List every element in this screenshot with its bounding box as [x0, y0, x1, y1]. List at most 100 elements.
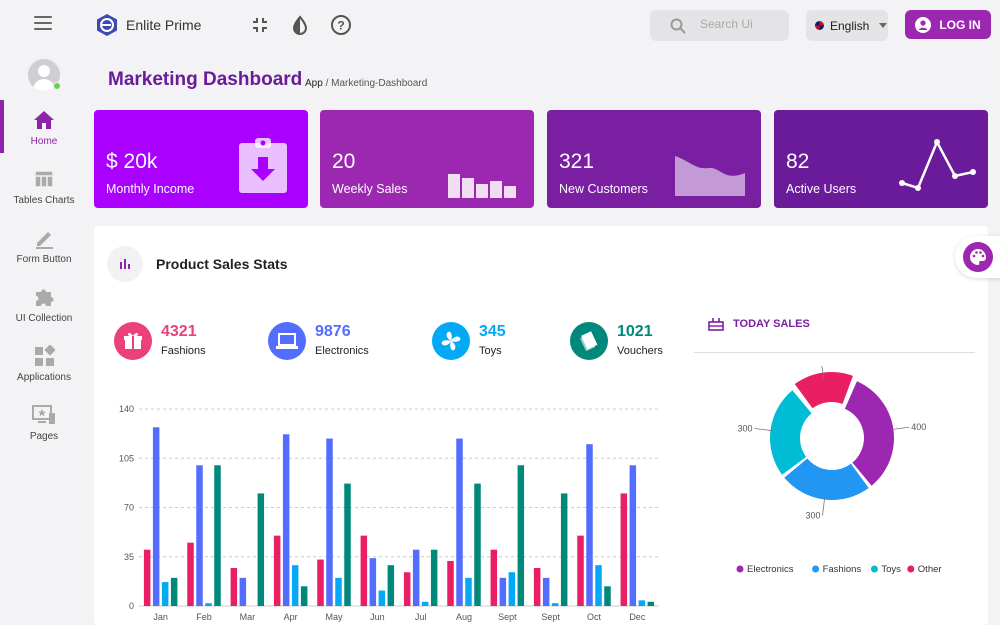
bar [161, 582, 169, 606]
stat-value: 9876 [315, 323, 351, 340]
login-label: LOG IN [939, 17, 981, 32]
bar [239, 577, 247, 606]
slice-value-label: 300 [805, 510, 820, 520]
bar [560, 493, 568, 606]
bar [551, 603, 559, 606]
table-icon [34, 170, 54, 188]
menu-icon[interactable] [34, 16, 52, 30]
bar [230, 568, 238, 606]
brand-name[interactable]: Enlite Prime [126, 17, 202, 33]
bar [282, 434, 290, 606]
bar [517, 465, 525, 606]
bar [490, 549, 498, 606]
search-icon [670, 18, 686, 34]
bar [647, 601, 655, 606]
home-icon [34, 111, 54, 129]
sidebar-item-label: Home [30, 136, 58, 147]
bar-chart-icon [107, 246, 143, 282]
x-tick-label: May [325, 612, 343, 622]
bar [187, 542, 194, 606]
bar [273, 535, 281, 606]
stat-name: Toys [479, 345, 502, 357]
card-value: $ 20k [106, 150, 158, 173]
bar-sparkline [448, 174, 516, 198]
bar [474, 483, 481, 606]
card-label: Monthly Income [106, 182, 195, 196]
bar [499, 577, 507, 606]
legend-dot [870, 565, 878, 573]
cake-icon [708, 318, 724, 331]
bar [344, 483, 351, 606]
x-tick-label: Feb [196, 612, 212, 622]
x-tick-label: Dec [629, 612, 646, 622]
sidebar-item-form-button[interactable]: Form Button [0, 227, 88, 265]
search-input[interactable] [700, 17, 780, 31]
pages-icon [32, 405, 55, 424]
language-select[interactable]: English [806, 10, 888, 41]
stat-value: 1021 [617, 323, 653, 340]
bar [326, 438, 333, 606]
divider [694, 352, 975, 353]
search-box[interactable] [650, 10, 789, 41]
brand-logo-icon[interactable] [96, 13, 118, 37]
donut-legend: Electronics Fashions Toys Other [736, 564, 942, 575]
sidebar-item-label: UI Collection [15, 313, 73, 324]
bar [300, 586, 308, 606]
bar [533, 568, 541, 606]
sidebar-item-label: Form Button [16, 254, 72, 265]
bar [412, 549, 420, 606]
language-label: English [830, 18, 870, 33]
slice-value-label: 300 [738, 423, 753, 433]
sidebar-item-home[interactable]: Home [0, 109, 88, 147]
sidebar-item-label: Applications [17, 372, 71, 383]
bar [629, 465, 637, 606]
bar [170, 577, 178, 606]
pencil-icon [36, 232, 53, 249]
contrast-icon[interactable] [289, 14, 311, 36]
slice-label-leader [822, 497, 826, 516]
ticket-icon [570, 322, 608, 360]
y-tick-label: 140 [119, 404, 134, 414]
palette-icon [963, 242, 993, 272]
fullscreen-exit-icon[interactable] [249, 14, 271, 36]
card-value: 82 [786, 150, 810, 173]
stat-value: 4321 [161, 323, 197, 340]
login-button[interactable]: LOG IN [905, 10, 991, 39]
slice-label-leader [821, 366, 825, 379]
bar [542, 577, 550, 606]
bar [447, 560, 454, 606]
sidebar-item-applications[interactable]: Applications [0, 345, 88, 383]
online-status-dot [53, 82, 61, 90]
sidebar-item-tables-charts[interactable]: Tables Charts [0, 168, 88, 206]
legend-dot [812, 565, 820, 573]
sparkline-bar [448, 174, 460, 198]
sidebar-item-pages[interactable]: Pages [0, 404, 88, 442]
sidebar-item-ui-collection[interactable]: UI Collection [0, 286, 88, 324]
page-title: Marketing Dashboard [108, 69, 303, 90]
theme-palette-button[interactable] [955, 236, 1000, 278]
breadcrumb-root[interactable]: App [305, 78, 323, 89]
apps-icon [35, 345, 55, 366]
card-value: 321 [559, 150, 595, 173]
stat-name: Electronics [315, 345, 369, 357]
slice-label-leader [754, 428, 773, 432]
help-icon[interactable]: ? [330, 14, 352, 36]
gift-icon [114, 322, 152, 360]
sidebar-item-label: Tables Charts [13, 195, 75, 206]
bar [196, 465, 203, 606]
slice-value-label: 400 [911, 422, 926, 432]
legend-label: Fashions [823, 564, 862, 575]
slice-label-leader [891, 426, 910, 431]
donut-slice [844, 381, 894, 486]
x-tick-label: Sept [541, 612, 560, 622]
x-tick-label: Jul [415, 612, 427, 622]
line-sparkline [899, 139, 976, 191]
x-tick-label: Aug [456, 612, 472, 622]
panel-title: Product Sales Stats [156, 256, 288, 272]
sparkline-bar [504, 186, 516, 198]
sparkline-bar [476, 184, 488, 198]
stat-name: Vouchers [617, 345, 663, 357]
today-sales-donut-chart: 400300300200ElectronicsFashionsToysOther [736, 366, 942, 575]
donut-slice [794, 372, 853, 409]
x-tick-label: Jan [153, 612, 168, 622]
